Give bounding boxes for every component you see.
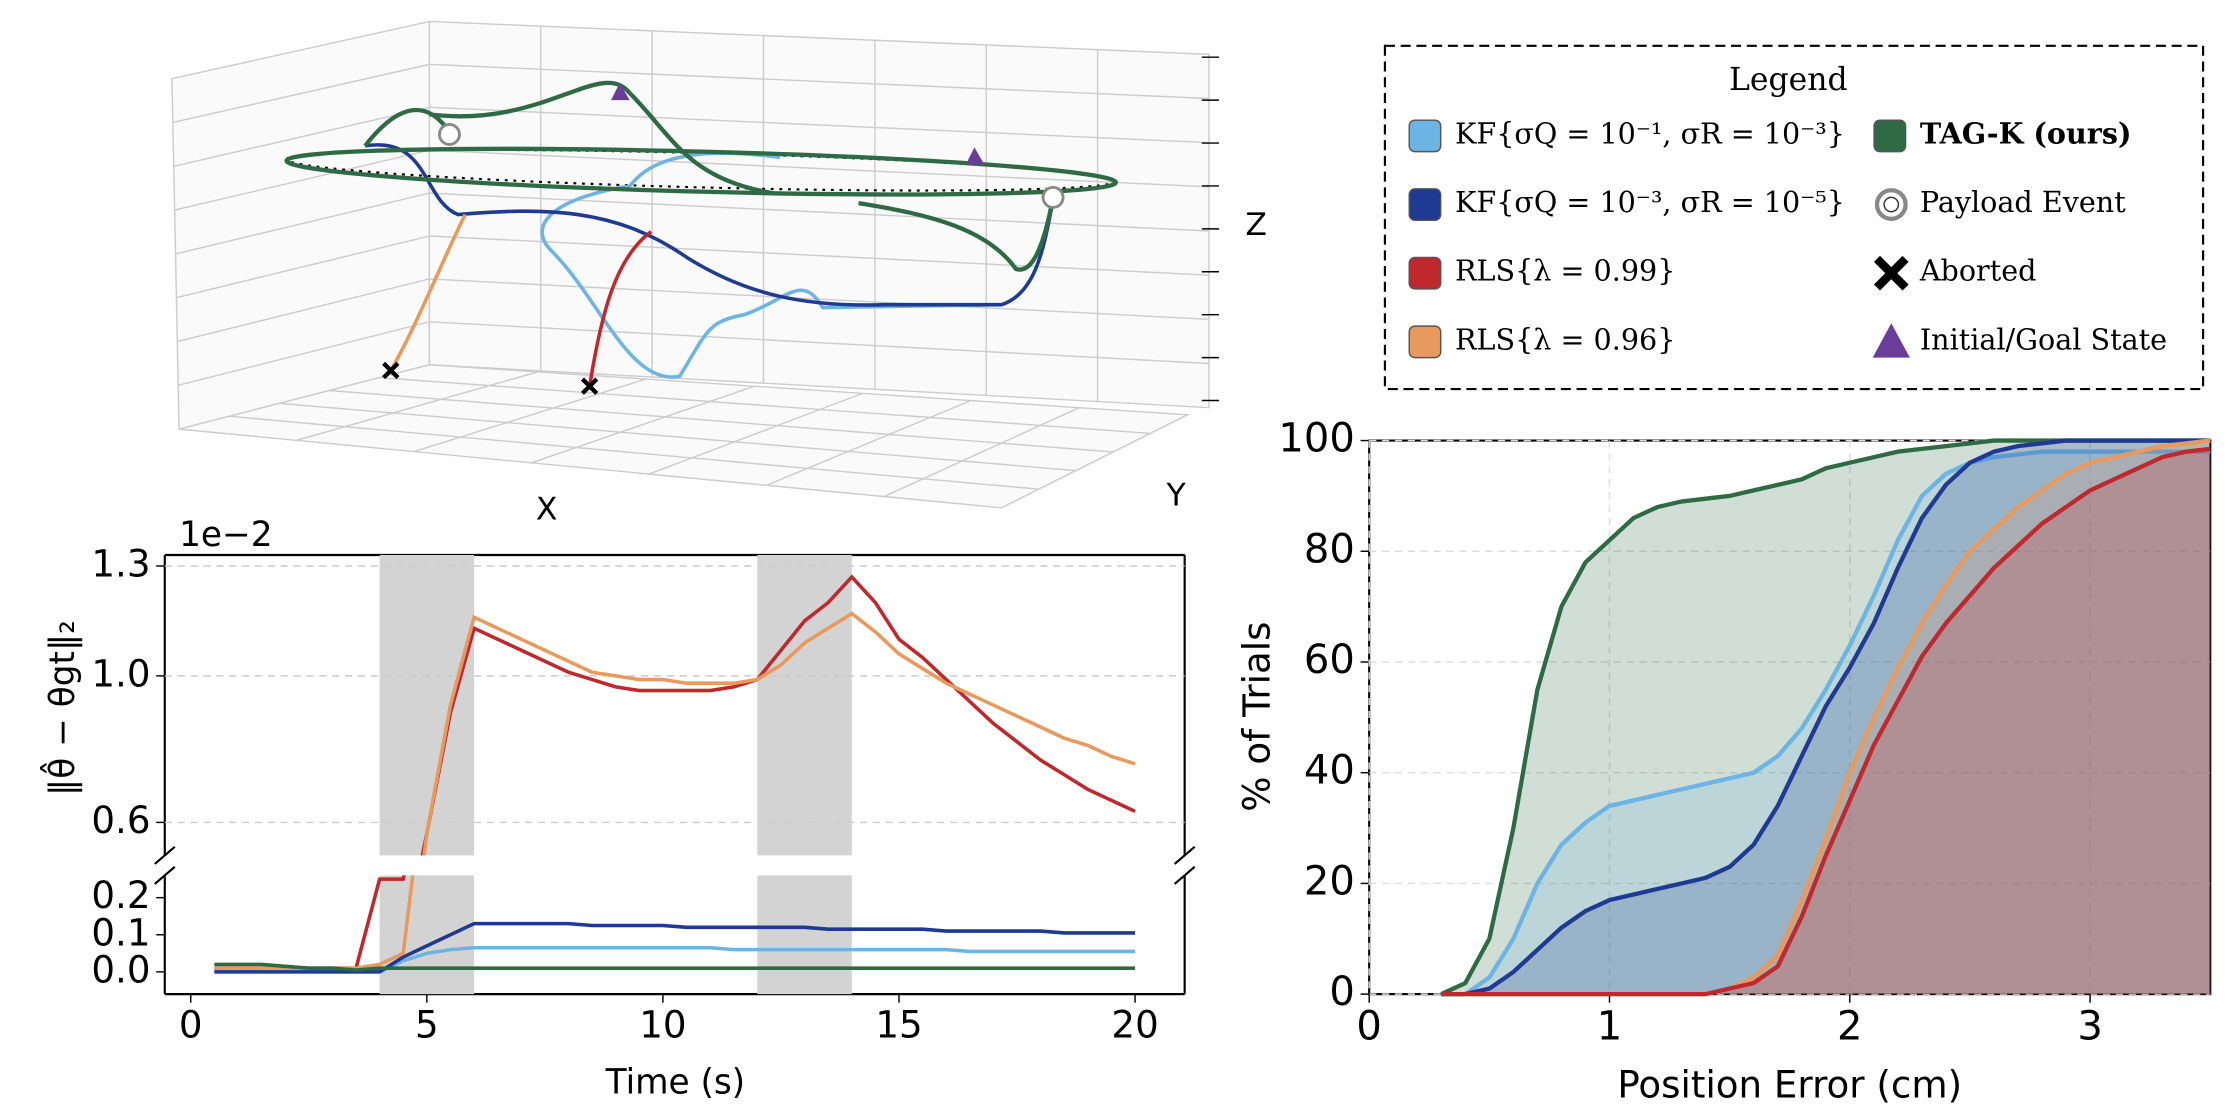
3d-trajectories: [284, 80, 1119, 395]
x-tick-label: 1: [1597, 1003, 1622, 1049]
legend-swatch: [1408, 119, 1442, 153]
legend-label: Initial/Goal State: [1920, 322, 2167, 356]
shaded-span: [379, 554, 475, 856]
legend-label: RLS{λ = 0.96}: [1455, 322, 1675, 356]
shaded-span: [379, 875, 475, 995]
wire-grid: [429, 192, 1210, 232]
x-tick-label: 0: [1356, 1003, 1381, 1049]
x-tick-label: 10: [639, 1003, 686, 1047]
series-line: [1441, 449, 2211, 997]
wire-grid: [173, 106, 430, 167]
wire-grid: [178, 321, 430, 387]
wire-grid: [176, 235, 430, 299]
series-line: [1441, 438, 2211, 997]
wire-grid: [229, 415, 1039, 490]
wire-grid: [296, 371, 538, 442]
y-tick-label: 80: [1304, 526, 1355, 572]
wire-grid: [379, 376, 1151, 435]
y-axis-label: % of Trials: [1235, 622, 1279, 812]
axis-break: [154, 553, 1196, 996]
area-fill: [1441, 448, 2211, 995]
x-tick-label: 5: [415, 1003, 439, 1047]
x-tick-label: 20: [1111, 1003, 1158, 1047]
y-tick-label: 0.6: [91, 798, 150, 842]
y-tick-label: 1.3: [91, 541, 150, 585]
offset-label: 1e−2: [179, 515, 273, 555]
wire-grid: [174, 149, 430, 211]
area-fill: [1441, 440, 2211, 995]
x-tick-label: 0: [179, 1003, 203, 1047]
x-axis-label: Time (s): [605, 1063, 746, 1103]
legend-marker-icons: [1872, 188, 1910, 358]
x-axis-label: Position Error (cm): [1617, 1063, 1962, 1107]
area-fill: [1441, 451, 2211, 995]
y-tick-label: 0.1: [91, 910, 150, 954]
y-tick-label: 0.0: [91, 947, 150, 991]
legend-swatch: [1873, 119, 1907, 153]
y-tick-label: 40: [1304, 748, 1355, 794]
z-axis-label: Z: [1245, 207, 1267, 243]
wire-grid: [429, 278, 1210, 321]
legend-label: KF{σQ = 10⁻¹, σR = 10⁻³}: [1455, 116, 1845, 150]
wire-grid: [172, 63, 430, 124]
series-line: [214, 875, 415, 970]
series-line: [214, 875, 406, 970]
legend-swatch: [1408, 188, 1442, 221]
x-axis-label: X: [536, 492, 558, 528]
y-tick-label: 20: [1304, 858, 1355, 904]
wire-grid: [175, 192, 430, 255]
wire-grid: [413, 378, 647, 453]
shaded-span: [757, 875, 852, 995]
y-tick-label: 1.0: [91, 651, 150, 695]
wire-grid: [531, 385, 755, 464]
series-line: [214, 962, 1136, 972]
y-tick-label: 60: [1304, 637, 1355, 683]
series-line: [420, 574, 1136, 856]
legend-label: Aborted: [1919, 254, 2037, 288]
series-line: [214, 921, 1136, 974]
y-tick-label: 100: [1278, 416, 1354, 462]
y-axis-label: Y: [1165, 477, 1186, 513]
wire-grid: [329, 389, 1114, 453]
legend-box: [1383, 44, 2205, 391]
legend-label: RLS{λ = 0.99}: [1455, 254, 1675, 288]
legend-label: TAG-K (ours): [1920, 116, 2132, 150]
wire-grid: [177, 278, 430, 343]
x-tick-label: 15: [875, 1003, 922, 1047]
wire-grid: [429, 149, 1210, 188]
y-tick-label: 0.2: [91, 873, 150, 917]
wire-grid: [429, 235, 1210, 276]
legend-swatch: [1408, 325, 1442, 359]
wire-grid: [883, 407, 1080, 498]
wire-grid: [429, 63, 1210, 100]
wire-grid: [766, 399, 972, 486]
wire-grid: [279, 402, 1077, 472]
legend-title: Legend: [1729, 62, 1848, 98]
x-tick-label: 3: [2077, 1003, 2102, 1049]
legend-label: Payload Event: [1920, 185, 2126, 219]
wire-grid: [429, 321, 1210, 365]
y-tick-label: 0: [1329, 969, 1354, 1015]
area-fill: [1441, 440, 2211, 995]
x-tick-label: 2: [1837, 1003, 1862, 1049]
wire-grid: [648, 392, 863, 475]
series-line: [1441, 446, 2211, 997]
shaded-span: [757, 554, 852, 856]
wire-grid: [429, 106, 1210, 144]
legend-label: KF{σQ = 10⁻³, σR = 10⁻⁵}: [1455, 185, 1845, 219]
3d-wireframe: [171, 20, 1210, 509]
series-line: [422, 611, 1136, 856]
legend-swatch: [1408, 256, 1442, 290]
area-fill: [1441, 440, 2211, 995]
y-axis-label: ‖θ̂ − θgt‖₂: [41, 620, 83, 796]
